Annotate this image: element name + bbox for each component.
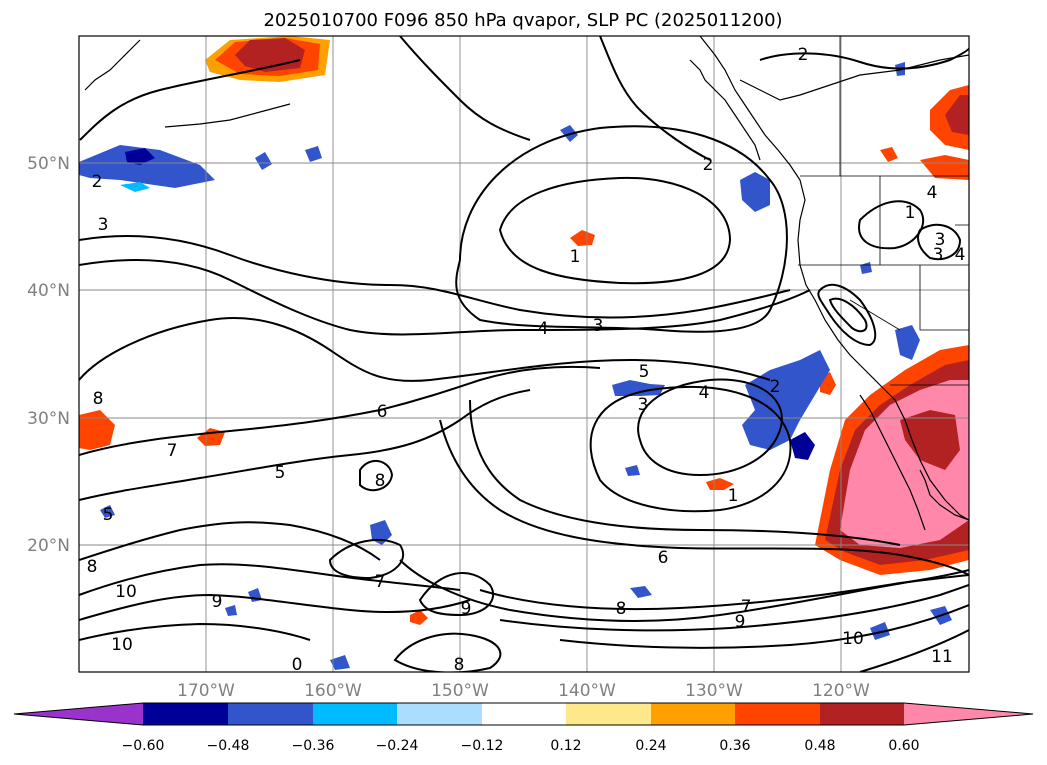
contour-label: 11 [931,647,953,667]
contour-label: 3 [98,215,109,235]
map-panel: 2 2 3 2 1 4 3 3 8 7 6 5 4 5 3 2 1 8 6 5 … [78,35,970,675]
colorbar-tick-label: 0.48 [804,738,835,754]
latitude-labels: 50°N 40°N 30°N 20°N [27,154,70,556]
colorbar-outline [13,702,1034,726]
colorbar-segment [735,703,820,725]
contour-label: 5 [103,505,114,525]
contour-label: 3 [935,230,946,250]
contour-label: 2 [92,172,103,192]
colorbar-tick-label: −0.24 [376,738,419,754]
colorbar-tick-label: 0.60 [888,738,919,754]
contour-label: 7 [167,441,178,461]
contour-label: 3 [933,245,944,265]
contour-label: 1 [728,486,739,506]
colorbar-segment [820,703,904,725]
colorbar-tick-label: −0.60 [122,738,165,754]
contour-label: 9 [212,592,223,612]
colorbar-tick-label: −0.48 [207,738,250,754]
contour-label: 5 [639,362,650,382]
borders [798,36,969,386]
slp-contours [79,36,969,672]
contour-label: 4 [538,319,549,339]
coastline [84,36,969,531]
colorbar-segment [313,703,397,725]
colorbar-segment [566,703,651,725]
contour-label: 7 [375,572,386,592]
lat-label: 40°N [27,281,70,301]
contour-label: 4 [955,245,966,265]
contour-label: 8 [375,471,386,491]
contour-label: 10 [111,635,133,655]
shaded-anomaly-layer [79,36,969,670]
colorbar-tick-label: 0.12 [550,738,581,754]
contour-label: 9 [461,599,472,619]
figure-title: 2025010700 F096 850 hPa qvapor, SLP PC (… [263,10,782,31]
contour-label: 2 [703,155,714,175]
lat-label: 50°N [27,154,70,174]
contour-label: 1 [570,247,581,267]
colorbar-segment [228,703,313,725]
lat-label: 20°N [27,536,70,556]
lon-label: 170°W [177,681,235,701]
contour-label: 8 [93,389,104,409]
contour-label: 0 [292,655,303,675]
negative-anomaly-region [79,145,215,188]
colorbar: −0.60 −0.48 −0.36 −0.24 −0.12 0.12 0.24 … [13,702,1034,754]
colorbar-tick-label: 0.24 [635,738,666,754]
contour-label: 2 [770,377,781,397]
contour-label: 4 [927,183,938,203]
contour-label-layer: 2 2 3 2 1 4 3 3 8 7 6 5 4 5 3 2 1 8 6 5 … [87,45,966,675]
colorbar-tick-label: 0.36 [719,738,750,754]
map-frame [78,35,970,673]
lon-label: 160°W [304,681,362,701]
contour-label: 2 [798,45,809,65]
longitude-labels: 170°W 160°W 150°W 140°W 130°W 120°W [177,681,870,701]
contour-label: 9 [735,612,746,632]
lon-label: 150°W [431,681,489,701]
contour-label: 4 [699,383,710,403]
colorbar-segment [397,703,482,725]
colorbar-high-extend [904,703,1033,725]
contour-label: 10 [842,629,864,649]
colorbar-segment [651,703,735,725]
contour-label: 8 [616,599,627,619]
lon-label: 140°W [558,681,616,701]
lon-label: 130°W [685,681,743,701]
contour-label: 6 [377,402,388,422]
contour-label: 6 [658,548,669,568]
contour-label: 3 [593,316,604,336]
contour-label: 8 [87,557,98,577]
colorbar-ticks: −0.60 −0.48 −0.36 −0.24 −0.12 0.12 0.24 … [122,738,920,754]
lat-label: 30°N [27,409,70,429]
contour-label: 8 [454,655,465,675]
contour-label: 5 [275,463,286,483]
colorbar-tick-label: −0.36 [292,738,335,754]
colorbar-segment [482,703,566,725]
contour-label: 3 [638,395,649,415]
colorbar-segment [143,703,228,725]
contour-label: 7 [741,597,752,617]
colorbar-tick-label: −0.12 [461,738,504,754]
lon-label: 120°W [812,681,870,701]
colorbar-low-extend [14,703,143,725]
contour-label: 1 [905,203,916,223]
contour-label: 10 [115,582,137,602]
